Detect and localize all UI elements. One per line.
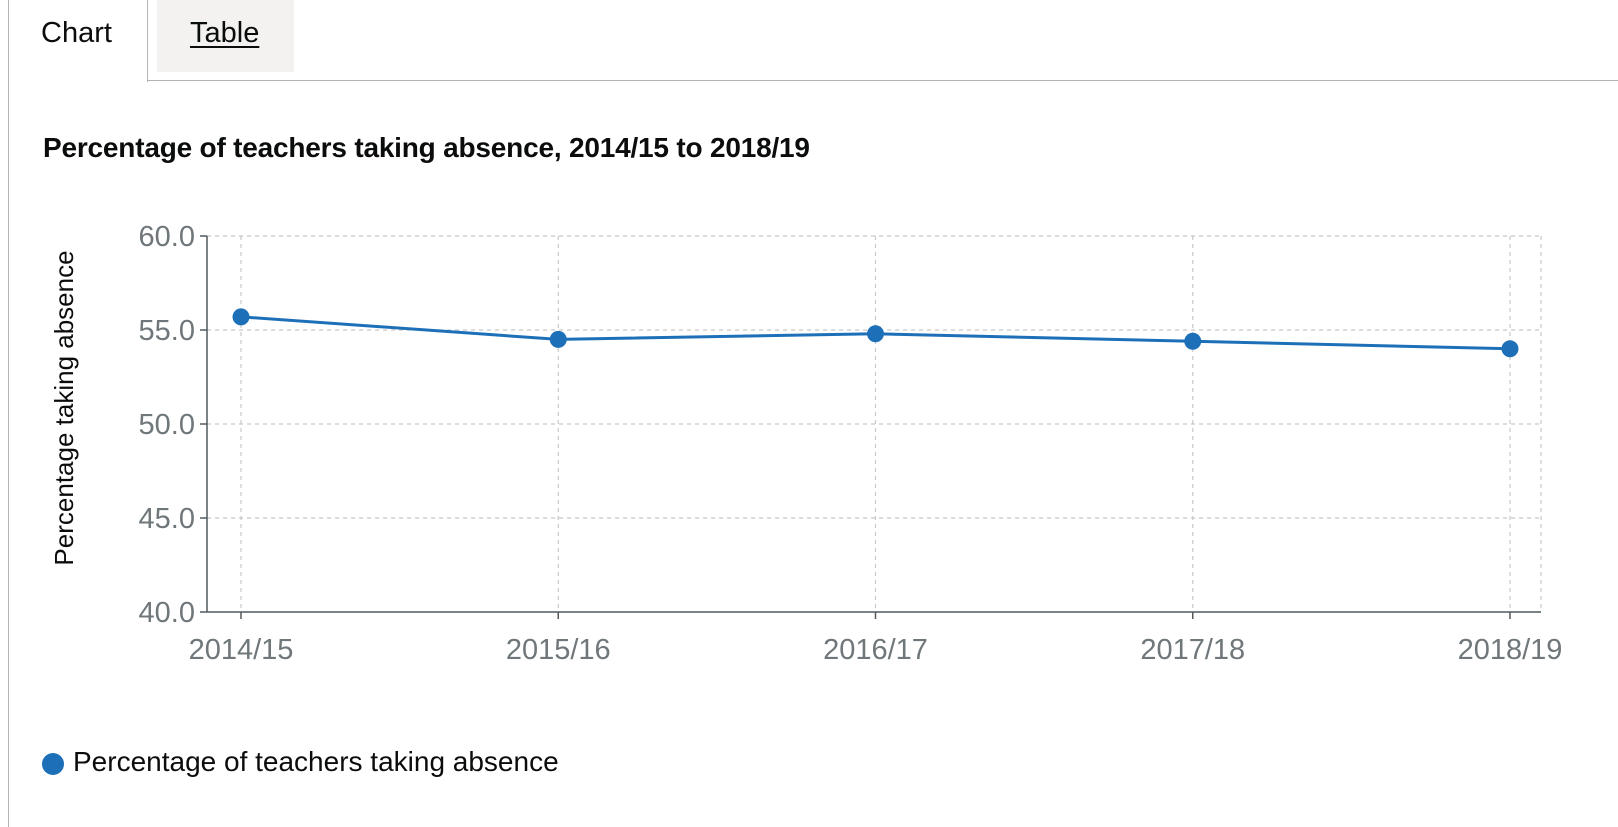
data-point[interactable] [1184, 332, 1202, 350]
y-tick-label: 55.0 [139, 315, 195, 347]
y-tick-label: 45.0 [139, 503, 195, 535]
x-tick-label: 2014/15 [189, 634, 294, 666]
y-tick-label: 50.0 [139, 409, 195, 441]
tab-chart[interactable]: Chart [9, 0, 148, 82]
x-tick-label: 2017/18 [1140, 634, 1245, 666]
y-tick-label: 40.0 [139, 597, 195, 629]
chart-legend: Percentage of teachers taking absence [42, 746, 559, 778]
tab-chart-label: Chart [41, 17, 112, 49]
x-tick-label: 2015/16 [506, 634, 611, 666]
data-point[interactable] [867, 325, 884, 343]
x-tick-label: 2016/17 [823, 634, 928, 666]
x-tick-label: 2018/19 [1458, 634, 1563, 666]
y-tick-label: 60.0 [139, 221, 195, 253]
y-axis-label: Percentage taking absence [49, 250, 79, 565]
line-chart: 40.0 45.0 50.0 55.0 60.0 2014/15 2015/16 2016/1… [49, 221, 1563, 666]
tab-table[interactable]: Table [157, 0, 294, 72]
legend-label: Percentage of teachers taking absence [73, 746, 559, 777]
tab-strip-divider [148, 80, 1618, 81]
data-point[interactable] [1501, 340, 1519, 358]
data-point[interactable] [232, 308, 250, 326]
grid-lines [207, 235, 1542, 612]
tab-panel-border [8, 0, 9, 827]
data-point[interactable] [549, 330, 567, 348]
axes: 40.0 45.0 50.0 55.0 60.0 2014/15 2015/16 2016/1… [139, 221, 1563, 666]
legend-swatch-icon [42, 753, 64, 775]
tab-table-label: Table [190, 17, 260, 49]
series-layer [232, 308, 1519, 358]
chart-title: Percentage of teachers taking absence, 2… [43, 132, 810, 163]
